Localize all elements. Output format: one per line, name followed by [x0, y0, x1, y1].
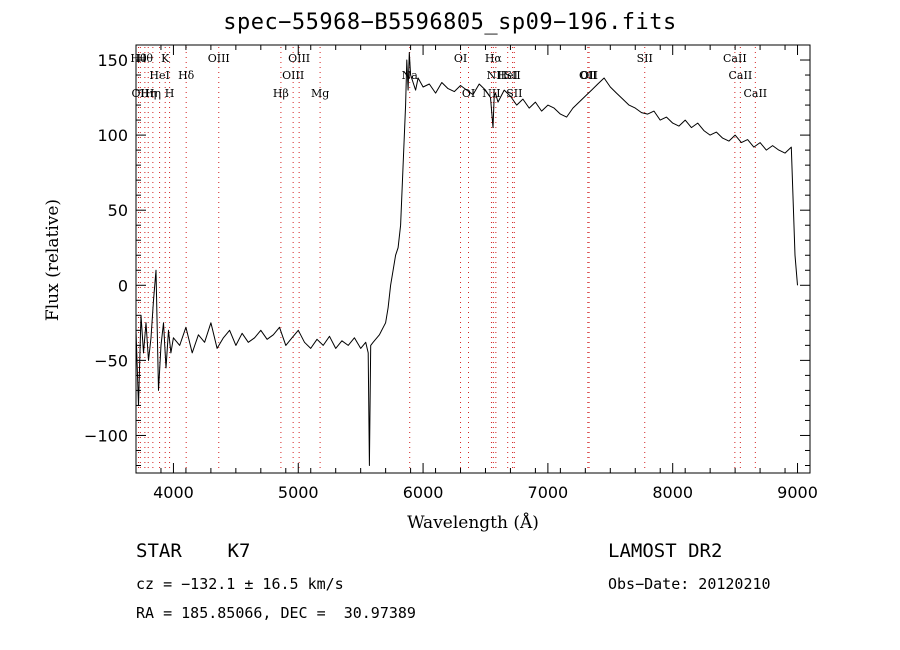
- y-tick-label: 0: [118, 276, 128, 295]
- object-class: STAR K7: [136, 540, 251, 562]
- y-tick-label: 100: [97, 126, 128, 145]
- line-label: OIII: [282, 69, 304, 82]
- line-label: CaII: [729, 69, 753, 82]
- line-label: Hθ: [130, 52, 147, 65]
- y-tick-label: −100: [84, 426, 128, 445]
- line-label: CaII: [723, 52, 747, 65]
- y-axis-label: Flux (relative): [43, 199, 63, 321]
- x-tick-label: 9000: [777, 483, 818, 502]
- line-label: OI: [462, 87, 475, 100]
- line-label: Hη: [145, 87, 161, 100]
- x-tick-label: 5000: [278, 483, 319, 502]
- plot-frame: [135, 44, 811, 474]
- spectrum-line: [135, 52, 798, 466]
- line-label: Hθ: [137, 52, 154, 65]
- axis-ticks: 4000 5000 6000 7000 8000 9000 −100 −50 0 50 100 150: [84, 44, 818, 502]
- x-tick-label: 6000: [403, 483, 444, 502]
- line-label: OIII: [208, 52, 230, 65]
- y-tick-label: 150: [97, 51, 128, 70]
- line-label: OII: [579, 69, 597, 82]
- x-tick-label: 8000: [652, 483, 693, 502]
- data-layer: [135, 52, 798, 466]
- line-label: K: [161, 52, 170, 65]
- line-label: Hη: [140, 87, 156, 100]
- line-label: CaII: [743, 87, 767, 100]
- line-label: Hδ: [178, 69, 195, 82]
- survey-name: LAMOST DR2: [608, 540, 723, 562]
- line-label: HeI: [497, 69, 517, 82]
- x-tick-label: 7000: [528, 483, 569, 502]
- line-label: HeI: [149, 69, 169, 82]
- redshift-velocity: cz = −132.1 ± 16.5 km/s: [136, 575, 344, 593]
- line-label: OII: [580, 69, 598, 82]
- line-label: Hα: [485, 52, 503, 65]
- y-tick-label: 50: [108, 201, 128, 220]
- line-label: Mg: [311, 87, 329, 100]
- line-label: H: [165, 87, 175, 100]
- line-label: NII: [482, 87, 500, 100]
- line-label: SII: [504, 69, 520, 82]
- line-label: Hβ: [273, 87, 289, 100]
- line-label: SII: [506, 87, 522, 100]
- line-markers: [137, 47, 756, 472]
- x-tick-label: 4000: [153, 483, 194, 502]
- line-label: NII: [487, 69, 505, 82]
- x-axis-label: Wavelength (Å): [407, 512, 539, 533]
- observation-date: Obs−Date: 20120210: [608, 575, 771, 593]
- line-label: OIII: [288, 52, 310, 65]
- line-label: OI: [454, 52, 467, 65]
- line-label: Na: [402, 69, 419, 82]
- y-tick-label: −50: [94, 351, 128, 370]
- chart-title: spec−55968−B5596805_sp09−196.fits: [223, 10, 677, 35]
- line-label: SII: [637, 52, 653, 65]
- coordinates: RA = 185.85066, DEC = 30.97389: [136, 604, 416, 622]
